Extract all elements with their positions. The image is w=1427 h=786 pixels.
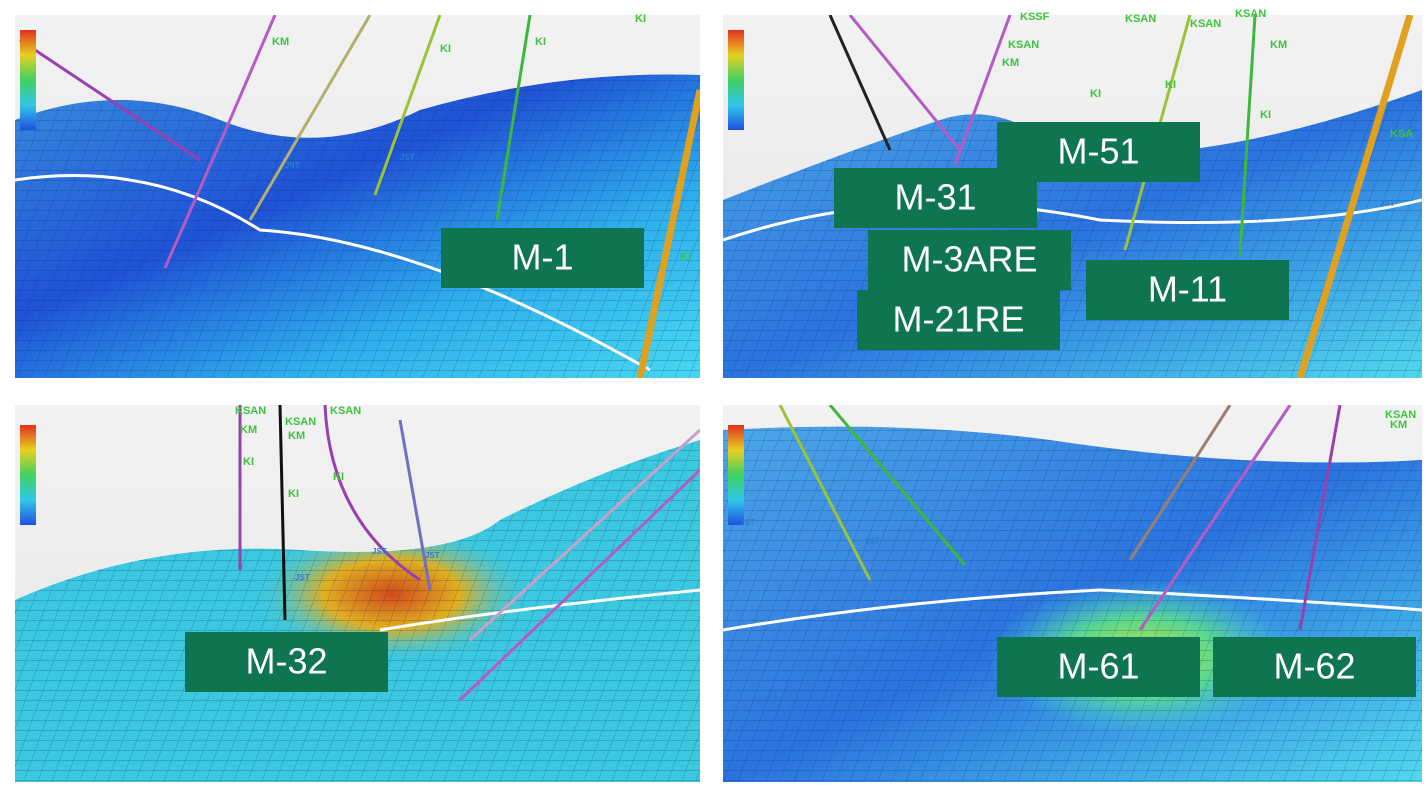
formation-label: JST: [425, 551, 440, 560]
formation-label: KI: [288, 488, 299, 500]
formation-label: JST: [295, 573, 310, 582]
formation-label: KSAN: [1385, 409, 1416, 421]
well-label-box: [997, 637, 1200, 697]
panel: [723, 405, 1422, 782]
formation-label: JST: [1095, 498, 1110, 507]
formation-label: JST: [1380, 199, 1395, 208]
formation-label: JST: [400, 153, 415, 162]
well-label: M-21RE: [892, 299, 1024, 340]
well-label-box: [857, 290, 1060, 350]
well-label: M-11: [1148, 269, 1227, 310]
formation-label: JST: [865, 537, 880, 546]
panel: [15, 405, 700, 782]
panel: [723, 15, 1422, 378]
formation-label: KSAN: [1235, 8, 1266, 20]
formation-label: KM: [240, 424, 257, 436]
well-label: M-61: [1057, 646, 1139, 687]
well-label: M-3ARE: [901, 239, 1037, 280]
formation-label: KSA: [1390, 128, 1413, 140]
formation-label: KSAN: [330, 405, 361, 417]
well-label: M-1: [512, 237, 574, 278]
labels: KM KI KI KI JST JST JST JST KI M-1 KSSF KSAN KSAN KSA…: [185, 8, 1416, 697]
well-label: M-31: [894, 177, 976, 218]
formation-label: KI: [243, 456, 254, 468]
formation-label: KM: [1270, 39, 1287, 51]
formation-label: JST: [740, 518, 755, 527]
panel: [15, 15, 700, 378]
well-label-box: [1213, 637, 1416, 697]
formation-label: KI: [680, 251, 691, 263]
formation-label: KM: [1002, 57, 1019, 69]
formation-label: KM: [288, 430, 305, 442]
formation-label: JST: [575, 151, 590, 160]
formation-label: KI: [440, 43, 451, 55]
well-label: M-62: [1273, 646, 1355, 687]
well-label-box: [441, 228, 644, 288]
formation-label: JST: [1250, 213, 1265, 222]
formation-label: KSAN: [1125, 13, 1156, 25]
formation-label: KI: [1090, 88, 1101, 100]
formation-label: JST: [372, 547, 387, 556]
formation-label: KSSF: [1020, 11, 1050, 23]
well-label-box: [834, 168, 1037, 228]
well-label-box: [868, 230, 1071, 290]
well-label-box: [185, 632, 388, 692]
formation-label: JST: [1045, 198, 1060, 207]
formation-label: KI: [1260, 109, 1271, 121]
formation-label: KSAN: [235, 405, 266, 417]
formation-label: KI: [1165, 79, 1176, 91]
formation-label: KM: [272, 36, 289, 48]
formation-label: KM: [1390, 419, 1407, 431]
well-label-box: [1086, 260, 1289, 320]
formation-label: KI: [635, 13, 646, 25]
well-label: M-51: [1057, 131, 1139, 172]
formation-label: KSAN: [1008, 39, 1039, 51]
formation-label: KI: [333, 471, 344, 483]
formation-label: JST: [1140, 211, 1155, 220]
formation-label: JST: [500, 193, 515, 202]
formation-label: JST: [285, 161, 300, 170]
well-label: M-32: [245, 641, 327, 682]
formation-label: KSAN: [285, 416, 316, 428]
formation-label: KI: [535, 36, 546, 48]
formation-label: KSAN: [1190, 18, 1221, 30]
